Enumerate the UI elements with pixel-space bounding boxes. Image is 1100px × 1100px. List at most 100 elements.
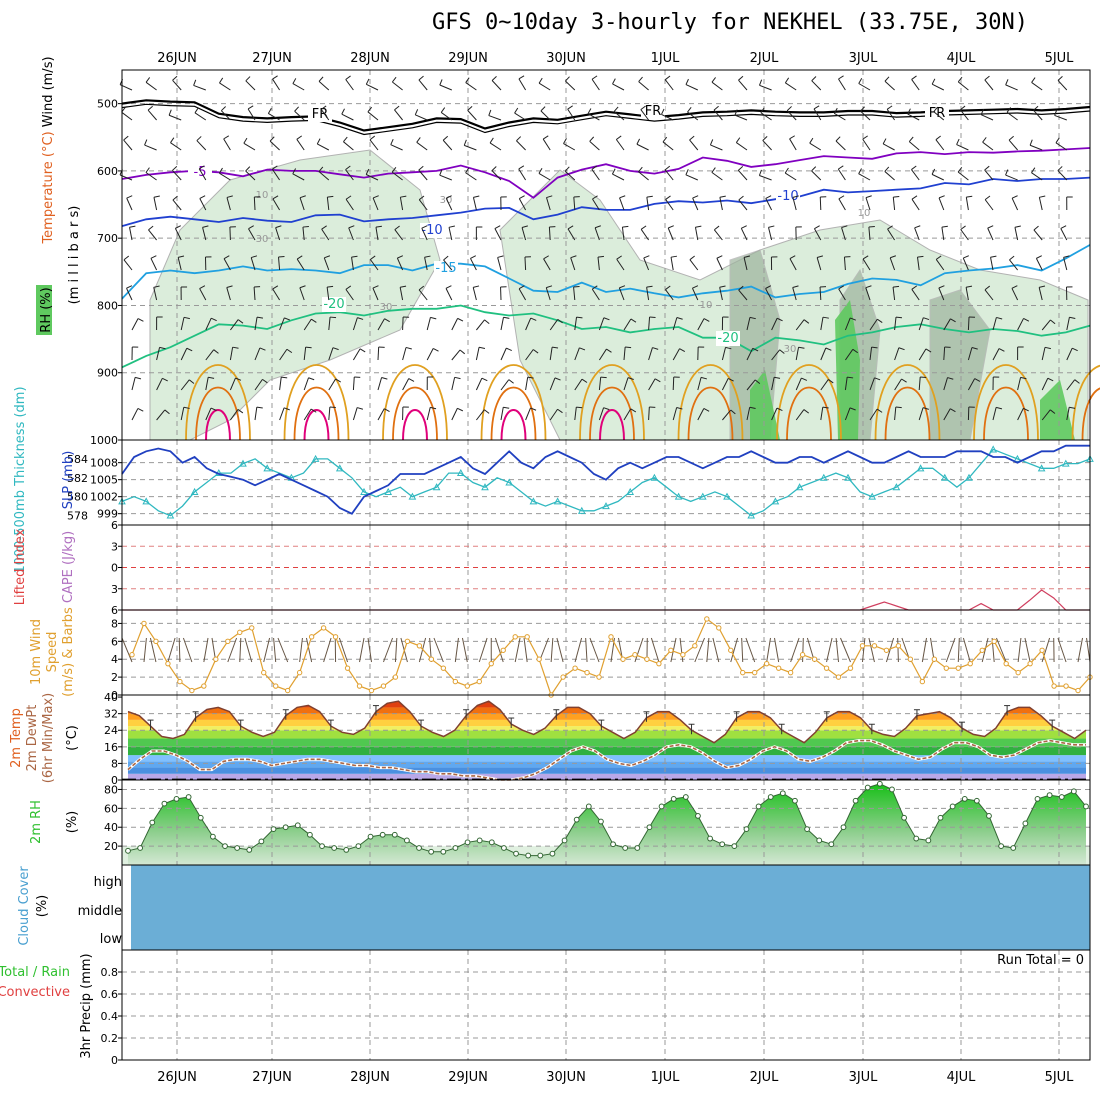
wind-barb-flag: [310, 408, 317, 413]
wind-barb-flag: [814, 225, 820, 230]
thickness-marker: [698, 492, 707, 500]
wind-barb-flag: [439, 169, 443, 176]
wind-barb: [396, 257, 404, 271]
wind-barb-flag: [514, 107, 519, 114]
wind-barb-flag: [390, 138, 394, 145]
wind-barb-flag: [394, 105, 400, 111]
temp2m-tick-label: 24: [104, 724, 118, 737]
cloud-cover-area: [131, 865, 1090, 950]
wind-barb: [451, 318, 459, 331]
rh-marker: [573, 816, 580, 823]
wind-speed-marker: [668, 647, 674, 653]
wind-barb-flag: [884, 166, 890, 172]
wind-barb: [518, 168, 527, 181]
temp-band: [128, 701, 1086, 708]
surface-wind-barb: [178, 637, 181, 663]
wind-barb-flag: [612, 78, 616, 85]
wind-barb: [1029, 144, 1043, 151]
thickness-marker: [1037, 464, 1046, 472]
rh-marker: [149, 819, 156, 826]
wind-barb: [869, 318, 878, 331]
wind-barb-flag: [966, 285, 973, 288]
rh-marker: [416, 845, 422, 851]
slp-tick-label: 999: [97, 508, 118, 521]
wind-barb-flag: [984, 285, 991, 291]
wind-barb: [884, 171, 895, 181]
wind-barb-flag: [283, 407, 290, 411]
wind-barb-flag: [343, 136, 348, 142]
wind-barb: [299, 197, 305, 211]
wind-barb: [416, 141, 428, 151]
wind-barb: [795, 377, 802, 391]
wind-barb-flag: [397, 255, 404, 259]
wind-barb: [664, 169, 674, 181]
wind-barb: [199, 198, 207, 211]
wind-barb-flag: [876, 318, 883, 323]
wind-barb-flag: [865, 195, 872, 199]
wind-barb-flag: [530, 317, 537, 321]
wind-barb-flag: [320, 105, 327, 110]
wind-barb: [538, 172, 551, 181]
wind-barb: [402, 347, 407, 361]
wind-barb: [1038, 197, 1043, 211]
wind-barb-flag: [695, 225, 702, 228]
wind-barb: [294, 110, 305, 121]
wind-barb: [638, 171, 649, 181]
wind-barb: [271, 168, 281, 181]
wind-barb: [126, 197, 133, 211]
wind-barb-flag: [440, 107, 446, 113]
wind-barb: [820, 347, 827, 361]
wind-barb-flag: [248, 225, 254, 230]
wind-speed-marker: [237, 629, 243, 636]
temp-line: [127, 700, 1087, 744]
wind-barb-flag: [552, 346, 559, 349]
wind-barb: [394, 109, 403, 121]
wind-barb: [475, 377, 483, 391]
wind-barb-flag: [554, 377, 561, 381]
wind-barb-flag: [348, 225, 355, 229]
wind-barb-flag: [465, 167, 470, 174]
wind-barb-flag: [625, 346, 632, 349]
wind-barb: [734, 114, 748, 121]
thickness-tick-label: 584: [67, 453, 88, 466]
wind-barb: [156, 409, 166, 421]
wind-barb: [394, 229, 404, 241]
wind-speed-marker: [165, 660, 171, 667]
wind-barb-flag: [506, 347, 512, 352]
wind-barb-flag: [868, 226, 875, 228]
wind-barb: [1017, 408, 1024, 421]
wind-barb: [736, 142, 748, 151]
wind-speed-marker: [428, 656, 435, 662]
wind-barb-flag: [211, 317, 217, 322]
wind-barb: [564, 170, 576, 181]
thickness-marker: [335, 464, 344, 472]
wind-barb-flag: [957, 76, 963, 83]
surface-wind-barb: [277, 637, 289, 663]
isotherm-warm: [283, 364, 350, 441]
wind-barb: [894, 317, 897, 331]
wind-barb: [643, 257, 650, 271]
rh-marker: [658, 803, 665, 810]
wind-barb: [1005, 174, 1018, 181]
surface-wind-barb: [149, 637, 157, 663]
isotherm-warm: [480, 364, 547, 441]
wind-barb-flag: [974, 378, 981, 382]
wind-barb: [1066, 379, 1076, 391]
surface-wind-barb: [494, 637, 504, 663]
thickness-marker: [577, 506, 586, 514]
wind-barb-flag: [600, 376, 607, 379]
wind-barb-flag: [1023, 407, 1029, 412]
wind-barb-flag: [765, 285, 772, 289]
isotherm-warm: [973, 364, 1039, 441]
wind-speed-marker: [1051, 683, 1057, 689]
wind-barb: [196, 140, 207, 151]
wind-barb-flag: [1006, 107, 1012, 113]
wind-barb-flag: [367, 106, 373, 113]
wind-barb: [272, 288, 281, 301]
surface-wind-barb: [835, 637, 840, 663]
wind-barb-flag: [243, 137, 248, 144]
wind-barb-flag: [372, 195, 379, 199]
wind-barb-flag: [938, 285, 945, 289]
wind-barb-flag: [465, 77, 470, 83]
